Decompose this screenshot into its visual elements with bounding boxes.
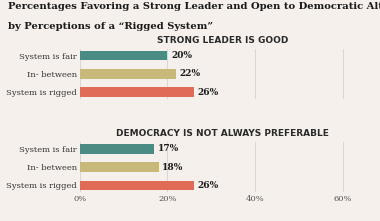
Bar bbox=[80, 87, 194, 97]
Title: STRONG LEADER IS GOOD: STRONG LEADER IS GOOD bbox=[157, 36, 288, 45]
Bar bbox=[80, 181, 194, 190]
Text: 26%: 26% bbox=[197, 181, 218, 190]
Text: 17%: 17% bbox=[158, 144, 179, 153]
Bar bbox=[80, 162, 159, 172]
Bar bbox=[80, 144, 154, 154]
Text: 18%: 18% bbox=[162, 163, 184, 171]
Text: 20%: 20% bbox=[171, 51, 192, 60]
Text: by Perceptions of a “Rigged System”: by Perceptions of a “Rigged System” bbox=[8, 22, 212, 31]
Text: 26%: 26% bbox=[197, 88, 218, 97]
Text: 22%: 22% bbox=[180, 69, 201, 78]
Bar bbox=[80, 51, 168, 60]
Text: Percentages Favoring a Strong Leader and Open to Democratic Alternatives: Percentages Favoring a Strong Leader and… bbox=[8, 2, 380, 11]
Title: DEMOCRACY IS NOT ALWAYS PREFERABLE: DEMOCRACY IS NOT ALWAYS PREFERABLE bbox=[116, 129, 329, 138]
Bar bbox=[80, 69, 176, 78]
